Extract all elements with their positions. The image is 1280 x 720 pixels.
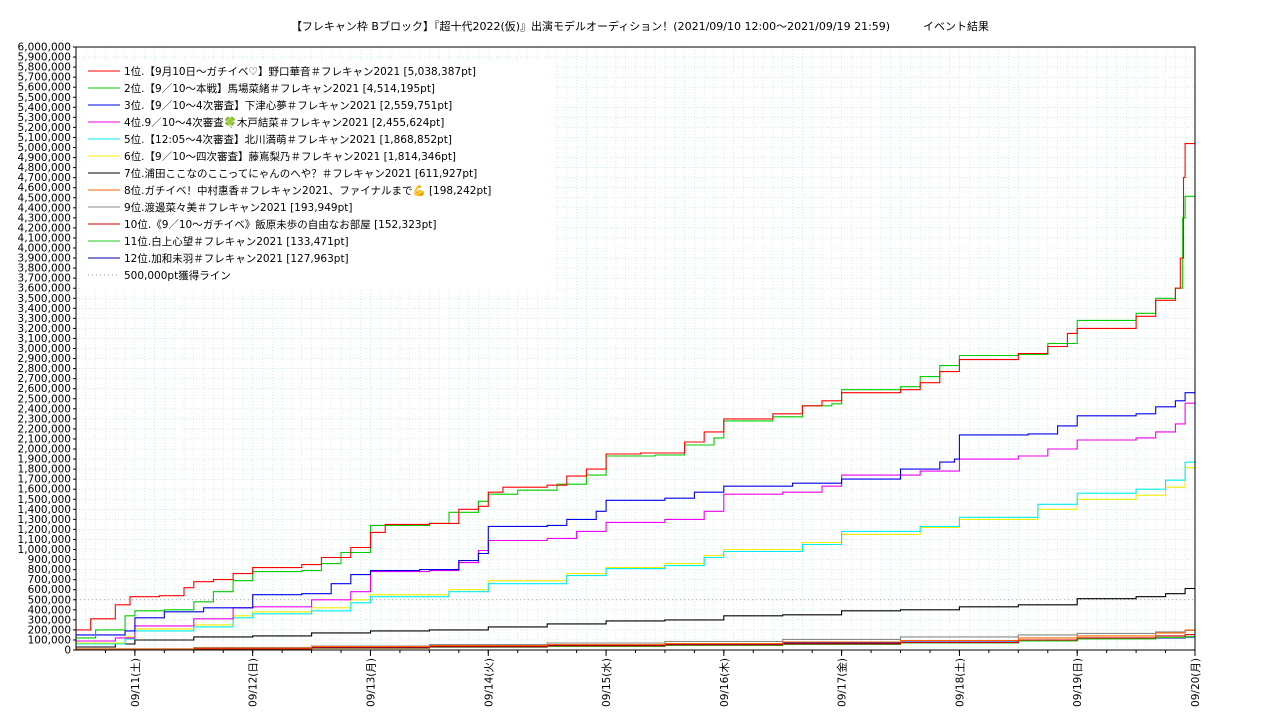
series-line: [76, 461, 1195, 645]
y-tick-label: 900,000: [28, 554, 71, 566]
y-tick-label: 3,400,000: [18, 303, 71, 315]
y-tick-label: 800,000: [28, 564, 71, 576]
y-tick-label: 2,600,000: [18, 383, 71, 395]
y-tick-label: 6,000,000: [18, 42, 71, 54]
y-tick-label: 4,300,000: [18, 212, 71, 224]
legend-entry: 10位.《9／10〜ガチイベ》飯原未歩の自由なお部屋 [152,323pt]: [124, 218, 436, 231]
y-tick-label: 4,400,000: [18, 202, 71, 214]
y-tick-label: 3,100,000: [18, 333, 71, 345]
y-tick-label: 5,300,000: [18, 112, 71, 124]
y-tick-label: 1,900,000: [18, 454, 71, 466]
y-tick-label: 5,500,000: [18, 92, 71, 104]
y-tick-label: 1,500,000: [18, 494, 71, 506]
x-tick-label: 09/12(日): [248, 658, 260, 707]
y-tick-label: 4,500,000: [18, 192, 71, 204]
y-tick-label: 5,900,000: [18, 52, 71, 64]
legend-box: [84, 62, 556, 290]
y-tick-label: 3,300,000: [18, 313, 71, 325]
y-tick-label: 5,700,000: [18, 72, 71, 84]
y-tick-label: 2,000,000: [18, 444, 71, 456]
x-tick-label: 09/13(月): [365, 658, 377, 707]
y-tick-label: 4,800,000: [18, 162, 71, 174]
x-tick-label: 09/18(土): [953, 658, 966, 707]
legend-entry: 7位.浦田ここなのここってにゃんのへや？＃フレキャン2021 [611,927p…: [124, 167, 477, 180]
y-tick-label: 4,600,000: [18, 182, 71, 194]
y-tick-label: 3,800,000: [18, 263, 71, 275]
legend-entry: 500,000pt獲得ライン: [124, 269, 231, 282]
y-tick-label: 5,200,000: [18, 122, 71, 134]
legend-entry: 4位.9／10〜4次審査🍀木戸結菜＃フレキャン2021 [2,455,624pt…: [124, 116, 444, 129]
legend-entry: 12位.加和未羽＃フレキャン2021 [127,963pt]: [124, 252, 349, 265]
y-tick-label: 1,200,000: [18, 524, 71, 536]
y-tick-label: 1,700,000: [18, 474, 71, 486]
legend-entry: 2位.【9／10〜本戦】馬場菜緒＃フレキャン2021 [4,514,195pt]: [124, 82, 435, 95]
y-tick-label: 5,800,000: [18, 62, 71, 74]
y-tick-label: 2,700,000: [18, 373, 71, 385]
series-lines: [76, 143, 1195, 651]
legend-entry: 1位.【9月10日〜ガチイベ♡】野口華音＃フレキャン2021 [5,038,38…: [124, 65, 476, 78]
legend-entry: 9位.渡邊菜々美＃フレキャン2021 [193,949pt]: [124, 201, 352, 214]
x-tick-label: 09/14(火): [483, 658, 495, 707]
legend-entry: 5位.【12:05〜4次審査】北川満萌＃フレキャン2021 [1,868,852…: [124, 133, 452, 146]
y-tick-label: 4,000,000: [18, 243, 71, 255]
y-tick-label: 4,900,000: [18, 152, 71, 164]
y-tick-label: 600,000: [28, 584, 71, 596]
series-line: [76, 402, 1195, 642]
y-tick-label: 2,400,000: [18, 403, 71, 415]
y-tick-label: 2,500,000: [18, 393, 71, 405]
y-tick-label: 4,700,000: [18, 172, 71, 184]
y-tick-label: 1,400,000: [18, 504, 71, 516]
y-axis: 0100,000200,000300,000400,000500,000600,…: [18, 42, 76, 657]
y-tick-label: 4,200,000: [18, 222, 71, 234]
series-line: [76, 629, 1195, 650]
x-axis: 09/11(土) 09/12(日) 09/13(月) 09/14(火) 09/15(水)…: [104, 650, 1202, 707]
y-tick-label: 2,100,000: [18, 433, 71, 445]
series-line: [76, 587, 1195, 648]
y-tick-label: 1,800,000: [18, 464, 71, 476]
y-tick-label: 5,000,000: [18, 142, 71, 154]
y-tick-label: 400,000: [28, 604, 71, 616]
y-tick-label: 1,300,000: [18, 514, 71, 526]
legend-entry: 11位.白上心望＃フレキャン2021 [133,471pt]: [124, 235, 349, 248]
y-tick-label: 4,100,000: [18, 232, 71, 244]
y-tick-label: 200,000: [28, 624, 71, 636]
y-tick-label: 1,000,000: [18, 544, 71, 556]
y-tick-label: 2,900,000: [18, 353, 71, 365]
series-line: [76, 467, 1195, 644]
y-tick-label: 3,900,000: [18, 253, 71, 265]
legend-entry: 3位.【9／10〜4次審査】下津心夢＃フレキャン2021 [2,559,751p…: [124, 99, 452, 112]
y-tick-label: 3,200,000: [18, 323, 71, 335]
y-tick-label: 5,100,000: [18, 132, 71, 144]
x-tick-label: 09/11(土): [129, 658, 142, 707]
x-tick-label: 09/20(月): [1190, 658, 1202, 707]
legend: 1位.【9月10日〜ガチイベ♡】野口華音＃フレキャン2021 [5,038,38…: [84, 62, 556, 290]
y-tick-label: 3,000,000: [18, 343, 71, 355]
y-tick-label: 100,000: [28, 634, 71, 646]
y-tick-label: 2,200,000: [18, 423, 71, 435]
y-tick-label: 1,600,000: [18, 484, 71, 496]
y-tick-label: 3,700,000: [18, 273, 71, 285]
x-tick-label: 09/19(日): [1072, 658, 1084, 707]
x-tick-label: 09/17(金): [836, 658, 849, 707]
y-tick-label: 700,000: [28, 574, 71, 586]
y-tick-label: 5,600,000: [18, 82, 71, 94]
y-tick-label: 5,400,000: [18, 102, 71, 114]
y-tick-label: 300,000: [28, 614, 71, 626]
y-tick-label: 500,000: [28, 594, 71, 606]
y-tick-label: 0: [64, 645, 71, 657]
y-tick-label: 2,300,000: [18, 413, 71, 425]
legend-entry: 8位.ガチイベ！中村惠香＃フレキャン2021、ファイナルまで💪 [198,242…: [124, 184, 491, 197]
x-tick-label: 09/15(水): [601, 658, 613, 707]
x-tick-label: 09/16(木): [719, 658, 731, 707]
y-tick-label: 1,100,000: [18, 534, 71, 546]
y-tick-label: 3,500,000: [18, 293, 71, 305]
series-line: [76, 143, 1195, 631]
chart-title: 【フレキャン枠 Bブロック】『超十代2022(仮)』出演モデルオーディション！(…: [291, 19, 989, 33]
series-line: [76, 392, 1195, 636]
y-tick-label: 3,600,000: [18, 283, 71, 295]
legend-entry: 6位.【9／10〜四次審査】藤嶌梨乃＃フレキャン2021 [1,814,346p…: [124, 150, 456, 163]
y-tick-label: 2,800,000: [18, 363, 71, 375]
